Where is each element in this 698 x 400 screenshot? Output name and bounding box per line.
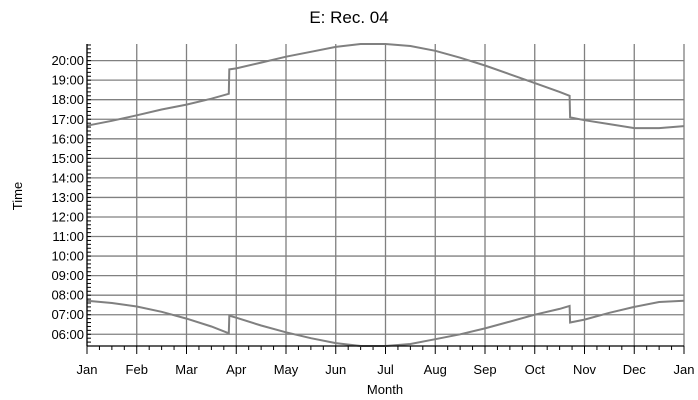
x-tick-label: Nov [573, 362, 597, 377]
x-tick-label: Apr [226, 362, 247, 377]
y-tick-label: 16:00 [51, 131, 84, 146]
y-tick-label: 12:00 [51, 209, 84, 224]
grid [86, 44, 685, 346]
x-tick-label: Mar [175, 362, 198, 377]
y-tick-label: 10:00 [51, 249, 84, 264]
x-tick-label: Dec [623, 362, 647, 377]
y-tick-label: 07:00 [51, 307, 84, 322]
y-tick-label: 19:00 [51, 73, 84, 88]
x-tick-label: Sep [473, 362, 496, 377]
y-tick-label: 08:00 [51, 288, 84, 303]
x-tick-label: Jun [325, 362, 346, 377]
x-tick-label: Feb [126, 362, 148, 377]
series-line-sunset [86, 43, 685, 130]
x-tick-label: Jul [377, 362, 394, 377]
y-axis-label: Time [10, 182, 25, 210]
axes [86, 44, 684, 347]
y-tick-label: 09:00 [51, 268, 84, 283]
y-tick-label: 15:00 [51, 151, 84, 166]
x-tick-label: Aug [424, 362, 447, 377]
chart-title: E: Rec. 04 [309, 8, 389, 27]
y-tick-label: 13:00 [51, 190, 84, 205]
y-tick-label: 18:00 [51, 92, 84, 107]
y-tick-label: 20:00 [51, 53, 84, 68]
y-tick-label: 06:00 [51, 327, 84, 342]
x-tick-label: Jan [77, 362, 98, 377]
x-tick-label: May [274, 362, 299, 377]
minor-ticks [86, 44, 685, 354]
y-tick-label: 11:00 [52, 229, 84, 244]
x-axis-label: Month [367, 382, 403, 397]
y-tick-label: 14:00 [51, 170, 84, 185]
x-tick-labels: Jan Feb Mar Apr May Jun Jul Aug Sep Oct Nov Dec Jan [77, 362, 695, 377]
x-tick-label: Jan [674, 362, 695, 377]
y-tick-labels: 06:00 07:00 08:00 09:00 10:00 11:00 12:00 13:00… [51, 53, 84, 342]
y-tick-label: 17:00 [51, 112, 84, 127]
x-tick-label: Oct [525, 362, 546, 377]
